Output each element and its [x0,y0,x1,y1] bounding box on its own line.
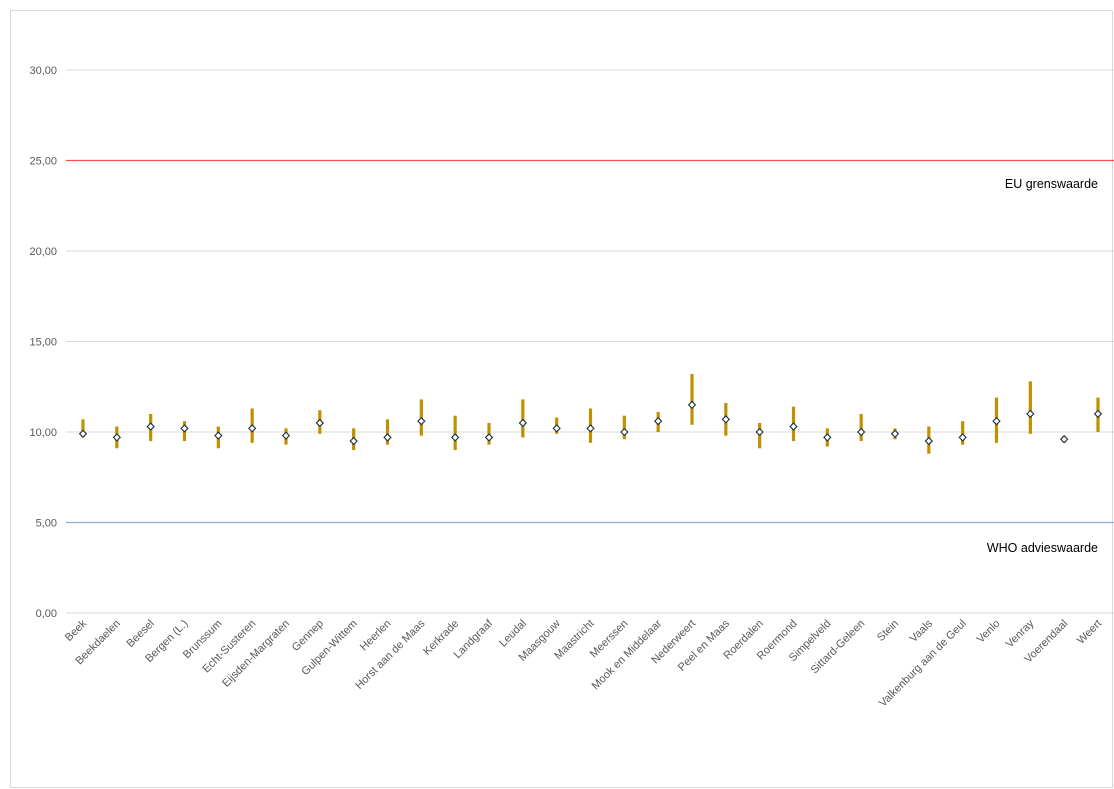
x-tick-label: Eijsden-Margraten [220,618,292,690]
mean-marker [1093,409,1103,419]
mean-marker [281,431,291,440]
y-tick-label: 15,00 [29,337,57,349]
reference-line-label: WHO advieswaarde [987,541,1098,555]
x-tick-label: Vaals [908,617,936,645]
range-bar [859,413,863,442]
y-tick-label: 0,00 [36,608,57,620]
mean-marker [180,424,189,433]
chart-frame [10,10,1113,788]
mean-marker [112,433,122,442]
mean-marker [484,433,494,442]
mean-marker [992,416,1001,426]
series [78,374,1103,454]
mean-marker [653,416,663,426]
range-bar [385,419,390,445]
range-bar [961,421,965,445]
x-tick-label: Weert [1075,618,1104,647]
range-bar [1028,381,1032,434]
range-bar [81,419,85,438]
mean-marker [315,418,325,428]
mean-marker [552,424,561,433]
x-tick-label: Venlo [975,618,1003,646]
mean-marker [518,418,528,428]
mean-marker [1059,435,1069,444]
range-bar [690,374,694,425]
range-bar [453,415,457,451]
mean-marker [450,433,460,442]
mean-marker [247,424,257,433]
range-bar [622,415,626,440]
mean-marker [958,433,967,442]
mean-marker [823,433,832,442]
mean-marker [1026,409,1035,419]
mean-marker [789,422,798,431]
mean-marker [586,424,595,433]
mean-marker [146,422,155,431]
mean-marker [349,436,358,446]
x-tick-label: Stein [875,618,901,644]
mean-marker [78,429,88,438]
y-tick-label: 5,00 [36,518,57,530]
y-tick-label: 20,00 [29,246,57,258]
mean-marker [924,436,934,446]
mean-marker [856,427,866,437]
mean-marker [417,416,426,426]
mean-marker [721,415,731,424]
x-tick-label: Venray [1004,617,1037,650]
x-tick-label: Leudal [497,618,529,650]
mean-marker [620,427,629,437]
range-bar [521,399,525,438]
mean-marker [214,431,223,440]
y-tick-label: 25,00 [29,156,57,168]
mean-marker [890,429,900,438]
y-tick-label: 30,00 [29,65,57,77]
reference-line-label: EU grenswaarde [1005,177,1098,191]
grid [66,69,1114,614]
mean-marker [383,433,392,442]
mean-marker [755,427,764,437]
y-tick-label: 10,00 [29,427,57,439]
mean-marker [687,400,697,410]
x-tick-label: Beek [63,617,90,644]
y-axis: 0,00 5,00 10,00 15,00 20,00 25,00 30,00 [29,65,57,620]
reference-lines: EU grenswaarde WHO advieswaarde [66,159,1114,555]
x-tick-label: Beesel [125,618,157,650]
